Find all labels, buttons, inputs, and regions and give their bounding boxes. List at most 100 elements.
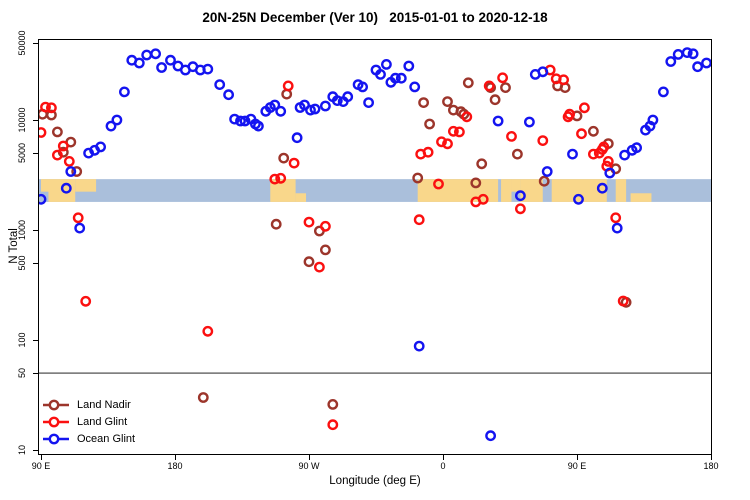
data-point-ocean-glint — [229, 113, 241, 125]
data-point-ocean-glint — [413, 340, 425, 352]
x-tick-mark — [711, 455, 712, 460]
y-tick-label: 50000 — [17, 30, 27, 56]
y-tick-mark — [33, 373, 38, 375]
data-point-land-nadir — [327, 398, 339, 410]
data-point-ocean-glint — [658, 86, 669, 98]
legend-circle-icon — [48, 416, 60, 427]
data-point-land-glint — [436, 136, 447, 148]
data-point-land-glint — [51, 149, 63, 161]
data-point-land-glint — [202, 325, 214, 337]
y-tick-label: 5000 — [17, 143, 27, 164]
data-point-ocean-glint — [342, 91, 354, 103]
data-point-ocean-glint — [692, 61, 703, 73]
data-point-ocean-glint — [165, 54, 176, 66]
data-point-land-glint — [45, 102, 57, 114]
data-point-ocean-glint — [299, 99, 310, 111]
data-point-land-glint — [63, 156, 75, 167]
band-land-partial — [75, 179, 97, 192]
y-tick-mark — [33, 153, 38, 155]
data-point-ocean-glint — [604, 167, 616, 179]
data-point-ocean-glint — [375, 69, 386, 80]
data-point-land-glint — [564, 108, 575, 120]
y-tick-label: 1000 — [17, 219, 27, 241]
plot-area: Land Nadir Land Glint Ocean Glint — [35, 39, 712, 455]
data-point-land-glint — [422, 146, 434, 158]
data-point-land-glint — [303, 216, 315, 228]
plot-canvas — [35, 39, 712, 455]
data-point-ocean-glint — [111, 114, 123, 126]
data-point-land-nadir — [489, 94, 501, 106]
data-point-ocean-glint — [319, 100, 331, 112]
data-point-land-glint — [313, 261, 325, 273]
data-point-ocean-glint — [647, 114, 659, 126]
data-point-ocean-glint — [701, 57, 712, 69]
data-point-ocean-glint — [681, 47, 693, 59]
x-tick-label: 0 — [440, 461, 446, 471]
data-point-ocean-glint — [537, 66, 549, 78]
data-point-land-glint — [558, 74, 569, 86]
data-point-land-glint — [598, 141, 610, 153]
data-point-ocean-glint — [485, 430, 496, 442]
data-point-land-glint — [442, 138, 453, 150]
data-point-ocean-glint — [619, 149, 630, 161]
data-point-ocean-glint — [60, 182, 72, 194]
data-point-land-glint — [602, 156, 614, 167]
data-point-land-glint — [40, 101, 51, 113]
band-land-partial — [295, 193, 307, 202]
data-point-ocean-glint — [74, 222, 86, 234]
x-tick-mark — [41, 455, 42, 460]
data-point-land-nadir — [470, 177, 482, 189]
legend-item-land-nadir: Land Nadir — [42, 396, 135, 413]
data-point-land-nadir — [319, 244, 331, 256]
band-land — [501, 179, 512, 202]
data-point-ocean-glint — [105, 120, 117, 132]
data-point-land-nadir — [442, 96, 453, 107]
band-land — [520, 179, 543, 202]
data-point-land-glint — [72, 212, 84, 224]
legend-item-land-glint: Land Glint — [42, 413, 135, 430]
legend-label: Ocean Glint — [77, 432, 136, 445]
band-land-partial — [630, 193, 652, 202]
data-point-land-glint — [497, 72, 508, 84]
y-tick-mark — [33, 120, 38, 121]
data-point-ocean-glint — [291, 132, 303, 144]
data-point-ocean-glint — [672, 48, 684, 60]
data-point-ocean-glint — [523, 116, 535, 128]
y-tick-mark — [33, 450, 38, 451]
data-point-land-glint — [576, 128, 587, 140]
y-tick-mark — [33, 340, 38, 341]
y-tick-mark — [33, 230, 38, 231]
data-point-ocean-glint — [389, 72, 401, 84]
data-point-land-glint — [588, 148, 599, 160]
x-tick-mark — [309, 455, 310, 460]
data-point-land-glint — [288, 157, 300, 169]
data-point-land-glint — [282, 80, 294, 92]
data-point-ocean-glint — [395, 72, 407, 84]
legend: Land Nadir Land Glint Ocean Glint — [42, 396, 135, 447]
data-point-land-glint — [579, 102, 590, 114]
data-point-land-nadir — [511, 148, 523, 160]
y-tick-mark — [33, 43, 38, 45]
data-point-land-nadir — [538, 175, 550, 187]
data-point-land-glint — [319, 220, 331, 232]
band-land — [270, 179, 296, 202]
data-point-land-nadir — [476, 158, 488, 170]
data-point-ocean-glint — [235, 115, 246, 127]
x-tick-label: 90 E — [567, 461, 587, 471]
band-land — [551, 179, 607, 202]
data-point-land-nadir — [197, 392, 209, 403]
data-point-land-glint — [35, 127, 47, 138]
legend-item-ocean-glint: Ocean Glint — [42, 430, 135, 447]
data-point-land-glint — [57, 140, 69, 152]
y-tick-label: 100 — [17, 332, 27, 348]
y-tick-mark — [33, 263, 38, 265]
data-point-ocean-glint — [596, 182, 608, 194]
data-point-ocean-glint — [409, 81, 421, 93]
x-tick-label: 180 — [703, 461, 719, 471]
data-point-ocean-glint — [252, 120, 264, 132]
data-point-ocean-glint — [631, 142, 642, 154]
data-point-land-nadir — [424, 118, 435, 130]
data-point-ocean-glint — [331, 95, 343, 106]
data-point-land-nadir — [281, 88, 293, 100]
